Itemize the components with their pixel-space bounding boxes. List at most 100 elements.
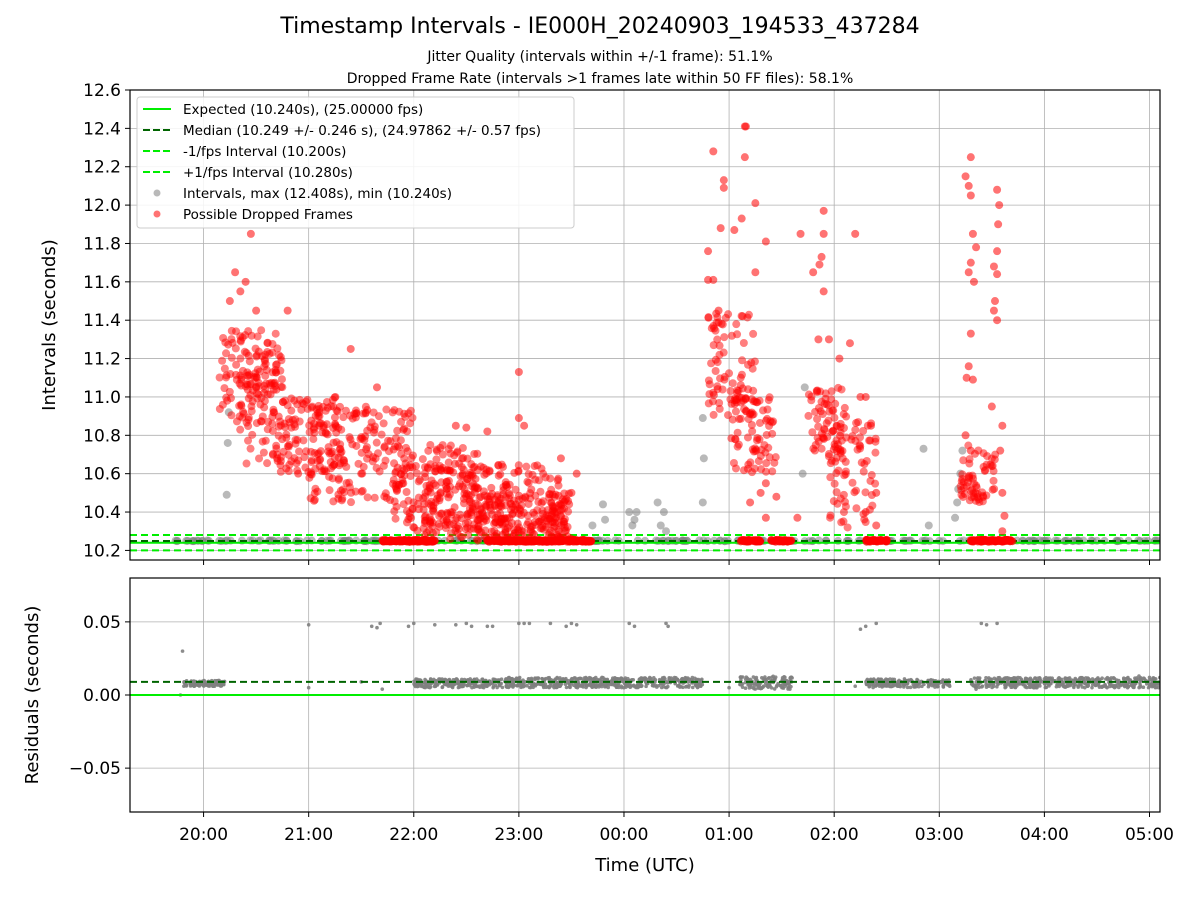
dropped-frame-point [531, 491, 540, 500]
dropped-frame-point [514, 414, 523, 423]
residual-point [548, 621, 553, 626]
residual-point [897, 678, 901, 683]
residual-point [1090, 682, 1095, 687]
dropped-frame-point [998, 421, 1007, 430]
residual-point [411, 621, 416, 626]
dropped-frame-point [483, 536, 492, 545]
dropped-frame-point [243, 380, 252, 389]
residual-point [995, 621, 999, 626]
residual-point [1147, 675, 1152, 680]
residual-point [306, 685, 311, 690]
dropped-frame-point [372, 463, 381, 472]
residual-point [440, 685, 445, 690]
dropped-frame-point [257, 326, 266, 335]
dropped-frame-point [987, 537, 996, 546]
dropped-frame-point [336, 459, 345, 468]
residual-point [1153, 677, 1158, 681]
dropped-frame-point [738, 356, 747, 365]
interval-point [601, 515, 610, 524]
x-tick-label: 23:00 [494, 825, 543, 845]
residual-point [972, 676, 977, 680]
dropped-frame-point [964, 268, 973, 277]
residual-point [781, 682, 785, 687]
interval-point [953, 498, 962, 507]
interval-point [223, 438, 232, 447]
residual-point [627, 621, 632, 626]
dropped-frame-point [464, 530, 473, 539]
residual-point [509, 677, 513, 681]
residual-point [464, 621, 469, 626]
dropped-frame-point [472, 535, 481, 544]
dropped-frame-point [451, 421, 460, 430]
dropped-frame-point [224, 340, 233, 349]
dropped-frame-point [372, 438, 381, 447]
dropped-frame-point [744, 460, 753, 469]
dropped-frame-point [553, 508, 562, 517]
x-tick-label: 21:00 [284, 825, 333, 845]
dropped-frame-point [227, 411, 236, 420]
legend-dot-swatch [153, 189, 161, 197]
dropped-frame-point [709, 341, 718, 350]
dropped-frame-point [246, 444, 255, 453]
dropped-frame-point [362, 443, 371, 452]
residual-point [577, 683, 581, 687]
dropped-frame-point [436, 443, 445, 452]
residual-point [1123, 684, 1127, 688]
residual-point [648, 676, 653, 681]
residual-point [454, 623, 458, 627]
dropped-frame-point [882, 536, 891, 545]
dropped-frame-point [957, 477, 966, 486]
residual-point [927, 682, 931, 687]
residual-point [871, 683, 876, 687]
residual-point [1137, 674, 1141, 678]
dropped-frame-point [413, 526, 422, 535]
dropped-frame-point [966, 258, 975, 267]
residual-point [433, 684, 437, 688]
dropped-frame-point [445, 490, 454, 499]
residual-point [1060, 681, 1065, 685]
residual-point [452, 682, 457, 687]
residual-point [569, 621, 574, 626]
dropped-frame-point [263, 459, 272, 468]
residual-point [406, 624, 411, 629]
dropped-frame-point [276, 467, 285, 476]
dropped-frame-point [496, 470, 505, 479]
dropped-frame-point [861, 508, 870, 517]
dropped-frame-point [740, 405, 749, 414]
dropped-frame-point [406, 406, 415, 415]
dropped-frame-point [423, 463, 432, 472]
dropped-frame-point [716, 374, 725, 383]
residual-point [727, 685, 731, 690]
dropped-frame-point [232, 327, 241, 336]
dropped-frame-point [839, 517, 848, 526]
dropped-frame-point [1000, 511, 1009, 520]
dropped-frame-point [810, 446, 819, 455]
dropped-frame-point [855, 441, 864, 450]
residual-point [1127, 680, 1132, 685]
dropped-frame-point [287, 394, 296, 403]
dropped-frame-point [959, 456, 968, 465]
dropped-frame-point [704, 376, 713, 385]
residual-point [578, 676, 583, 681]
dropped-frame-point [455, 479, 464, 488]
dropped-frame-point [390, 459, 399, 468]
residual-point [605, 682, 610, 686]
residual-point [690, 685, 695, 690]
dropped-frame-point [496, 501, 505, 510]
dropped-frame-point [403, 427, 412, 436]
residual-point [1031, 685, 1036, 690]
residual-point [594, 683, 599, 688]
top-y-tick-label: 12.0 [83, 196, 121, 216]
dropped-frame-point [276, 366, 285, 375]
dropped-frame-point [232, 360, 241, 369]
dropped-frame-point [332, 406, 341, 415]
dropped-frame-point [546, 490, 555, 499]
dropped-frame-point [237, 400, 246, 409]
residual-point [475, 684, 479, 689]
dropped-frame-point [725, 369, 734, 378]
residual-point [684, 676, 688, 681]
residual-point [896, 684, 901, 689]
dropped-frame-point [832, 422, 841, 431]
residual-point [1005, 676, 1010, 680]
